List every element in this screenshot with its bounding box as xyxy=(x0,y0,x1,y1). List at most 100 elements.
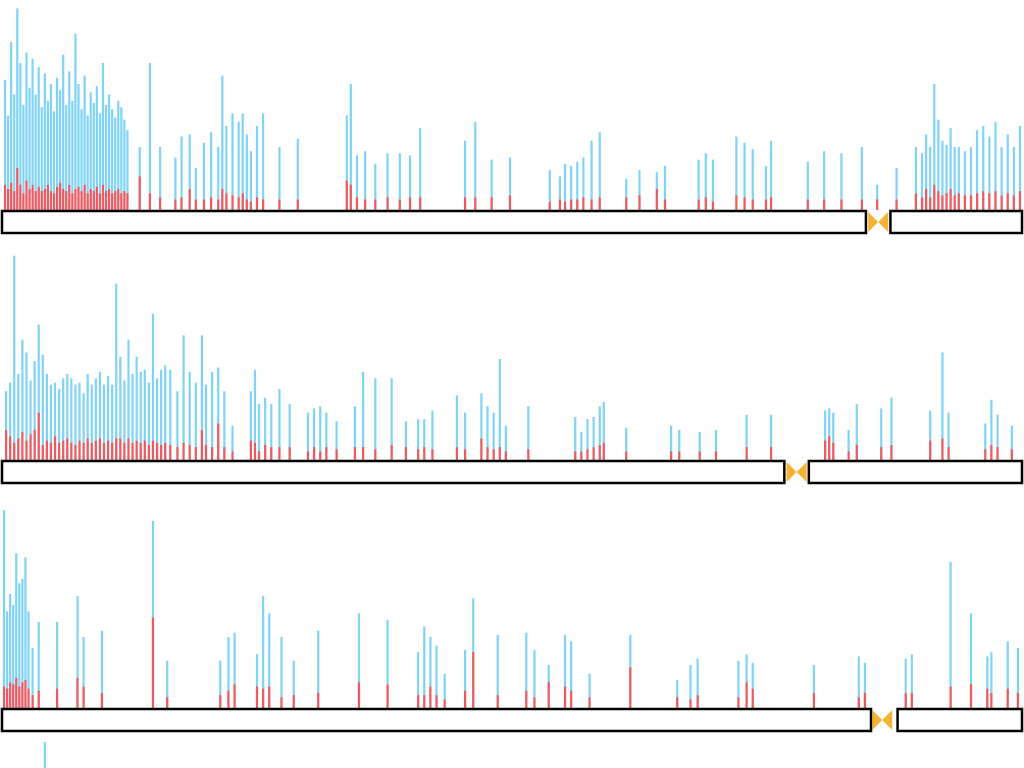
centromere-left xyxy=(786,462,797,482)
total-bar xyxy=(431,410,434,460)
total-bar xyxy=(127,339,130,460)
total-bar xyxy=(429,637,432,708)
total-bar xyxy=(70,378,73,460)
subset-bar xyxy=(29,434,32,460)
total-bar xyxy=(21,579,24,708)
subset-bar xyxy=(13,191,16,210)
subset-bar xyxy=(253,442,257,460)
subset-bar xyxy=(126,193,129,210)
total-bar xyxy=(231,113,234,210)
total-bar xyxy=(986,656,989,708)
total-bar xyxy=(990,652,993,708)
total-bar xyxy=(278,147,281,210)
total-bar xyxy=(588,673,591,708)
total-bar xyxy=(743,142,746,210)
subset-bar xyxy=(211,447,214,460)
chromosome-arm-p xyxy=(0,707,873,733)
subset-bar xyxy=(296,199,299,210)
subset-bar xyxy=(143,440,146,460)
subset-bar xyxy=(527,449,530,460)
total-bar xyxy=(463,649,467,708)
total-bar xyxy=(486,406,489,460)
subset-bar xyxy=(188,189,191,210)
total-bar xyxy=(769,140,773,210)
total-bar xyxy=(139,371,142,460)
total-bar xyxy=(53,382,57,460)
subset-bar xyxy=(698,451,701,460)
subset-bar xyxy=(429,686,432,708)
subset-bar xyxy=(498,447,501,460)
subset-bar xyxy=(2,686,6,708)
subset-bar xyxy=(743,197,746,210)
total-bar xyxy=(33,361,36,460)
total-bar xyxy=(824,410,827,460)
total-bar xyxy=(237,121,240,210)
subset-bar xyxy=(570,690,573,708)
subset-bar xyxy=(249,440,252,460)
total-bar xyxy=(223,391,226,460)
total-bar xyxy=(574,417,577,460)
total-bar xyxy=(949,128,952,210)
subset-bar xyxy=(223,447,226,460)
subset-bar xyxy=(629,667,632,708)
total-bar xyxy=(563,163,567,210)
subset-bar xyxy=(904,692,907,708)
total-bar xyxy=(180,136,183,210)
subset-bar xyxy=(306,451,310,460)
total-bar xyxy=(580,432,583,460)
total-bar xyxy=(419,128,422,210)
total-bar xyxy=(306,412,310,460)
total-bar xyxy=(408,155,412,210)
total-bar xyxy=(188,134,191,210)
subset-bar xyxy=(711,201,715,210)
subset-bar xyxy=(670,451,673,460)
total-bar xyxy=(164,365,167,460)
total-bar xyxy=(68,71,71,211)
total-bar xyxy=(558,176,562,210)
subset-bar xyxy=(910,692,913,708)
total-bar xyxy=(745,654,748,708)
subset-bar xyxy=(313,447,316,460)
subset-bar xyxy=(832,442,835,460)
subset-bar xyxy=(9,682,12,708)
subset-bar xyxy=(160,444,163,460)
total-bar xyxy=(83,75,86,210)
subset-bar xyxy=(349,184,352,210)
total-bar xyxy=(876,184,879,210)
subset-bar xyxy=(769,447,773,460)
subset-bar xyxy=(76,677,79,708)
subset-bar xyxy=(92,191,95,210)
total-bar xyxy=(221,75,224,210)
subset-bar xyxy=(824,440,827,460)
subset-bar xyxy=(24,680,27,708)
subset-bar xyxy=(138,176,141,210)
subset-bar xyxy=(957,193,960,210)
subset-bar xyxy=(86,438,89,460)
total-bar xyxy=(386,153,389,210)
subset-bar xyxy=(55,186,59,210)
subset-bar xyxy=(257,451,261,460)
total-bar xyxy=(174,157,177,210)
total-bar xyxy=(357,613,361,708)
total-bar xyxy=(106,376,110,460)
total-bar xyxy=(735,136,738,210)
total-bar xyxy=(15,553,18,708)
total-bar xyxy=(166,660,169,708)
total-bar xyxy=(769,414,773,460)
subset-bar xyxy=(210,197,213,210)
total-bar xyxy=(155,378,159,460)
total-bar xyxy=(929,147,932,210)
total-bar xyxy=(231,425,234,460)
total-bar xyxy=(296,138,299,210)
subset-bar xyxy=(78,440,81,460)
subset-bar xyxy=(576,199,579,210)
subset-bar xyxy=(847,451,850,460)
total-bar xyxy=(920,153,924,210)
total-bar xyxy=(90,384,93,460)
subset-bar xyxy=(94,440,97,460)
total-bar xyxy=(1000,147,1003,210)
subset-bar xyxy=(598,444,601,460)
total-bar xyxy=(76,596,79,708)
subset-bar xyxy=(278,199,281,210)
total-bar xyxy=(74,384,77,460)
